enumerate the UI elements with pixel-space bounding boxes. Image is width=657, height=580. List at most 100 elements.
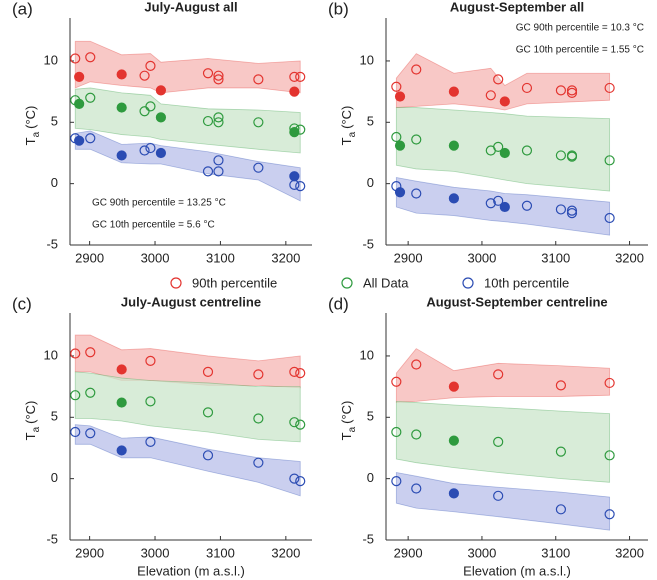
band: [74, 130, 301, 202]
x-tick-label: 3000: [141, 250, 170, 265]
point: [448, 488, 459, 499]
point: [202, 366, 214, 377]
point: [411, 134, 422, 145]
point: [566, 205, 578, 216]
x-tick-label: 3000: [141, 545, 170, 560]
point: [485, 198, 496, 209]
point: [85, 133, 96, 144]
point: [566, 151, 578, 162]
point: [604, 212, 615, 224]
point: [139, 70, 150, 81]
point: [604, 377, 615, 389]
point: [145, 396, 156, 407]
y-tick-label: 10: [360, 52, 374, 67]
point: [253, 413, 264, 424]
point: [253, 74, 264, 85]
point: [493, 369, 504, 380]
x-tick-label: 2900: [394, 250, 423, 265]
band: [74, 424, 301, 497]
y-tick-label: 0: [51, 175, 58, 190]
point: [213, 155, 224, 166]
point: [116, 102, 127, 113]
point: [295, 368, 306, 379]
point: [155, 147, 167, 159]
point: [485, 90, 496, 101]
point: [394, 91, 406, 102]
point: [202, 166, 214, 177]
point: [448, 193, 459, 204]
point: [85, 387, 96, 398]
panel: -5 0 5 10 2900 3000 3100 3200 August-September a…: [328, 0, 648, 265]
point: [74, 135, 85, 146]
point: [70, 348, 81, 359]
y-label-subscript: a: [31, 131, 42, 137]
panel-label: (c): [12, 294, 32, 313]
x-tick-label: 3200: [271, 545, 300, 560]
x-tick-label: 3000: [467, 250, 496, 265]
point: [566, 85, 578, 96]
point: [116, 150, 127, 161]
y-label-symbol: T: [339, 137, 354, 145]
x-tick-label: 3100: [206, 545, 235, 560]
point: [521, 82, 533, 94]
point: [85, 347, 96, 358]
point: [139, 106, 150, 117]
legend-marker: [462, 277, 474, 289]
y-tick-label: 10: [360, 347, 374, 362]
point: [555, 446, 567, 457]
point: [70, 53, 81, 64]
y-label-unit: (°C): [339, 401, 354, 424]
point: [604, 155, 615, 166]
point: [295, 71, 306, 82]
y-label-subscript: a: [347, 426, 358, 432]
point: [213, 74, 224, 85]
point: [253, 162, 264, 173]
y-tick-label: -5: [362, 236, 374, 251]
point: [289, 171, 300, 182]
band: [74, 40, 301, 94]
point: [394, 140, 406, 151]
point: [289, 366, 300, 377]
x-tick-label: 3000: [467, 545, 496, 560]
y-label-subscript: a: [31, 426, 42, 432]
point: [566, 87, 578, 98]
legend: 90th percentile All Data 10th percentile: [170, 275, 569, 290]
x-tick-label: 3100: [541, 250, 570, 265]
y-tick-label: 0: [51, 470, 58, 485]
point: [202, 68, 214, 79]
point: [521, 200, 533, 211]
y-tick-label: 5: [367, 114, 374, 129]
legend-marker: [341, 277, 353, 289]
y-label-unit: (°C): [23, 106, 38, 129]
point: [448, 435, 459, 446]
point: [411, 429, 422, 440]
point: [74, 71, 85, 82]
legend-label: 10th percentile: [484, 275, 569, 290]
x-tick-label: 3100: [206, 250, 235, 265]
y-tick-label: -5: [46, 236, 58, 251]
point: [155, 112, 167, 123]
point: [139, 145, 150, 156]
point: [70, 426, 81, 438]
point: [394, 187, 406, 198]
point: [289, 71, 300, 82]
point: [85, 52, 96, 63]
y-tick-label: 0: [367, 470, 374, 485]
y-label-unit: (°C): [339, 106, 354, 129]
point: [493, 436, 504, 447]
point: [555, 504, 567, 515]
point: [555, 380, 567, 391]
point: [391, 131, 402, 143]
annotation: GC 90th percentile = 13.25 °C: [92, 198, 226, 209]
y-label-unit: (°C): [23, 401, 38, 424]
point: [493, 490, 504, 501]
x-tick-label: 3100: [541, 545, 570, 560]
point: [295, 476, 306, 487]
band: [395, 472, 611, 531]
point: [411, 359, 422, 370]
band: [74, 87, 301, 154]
panel-label: (d): [328, 294, 349, 313]
point: [604, 450, 615, 461]
point: [145, 355, 156, 366]
